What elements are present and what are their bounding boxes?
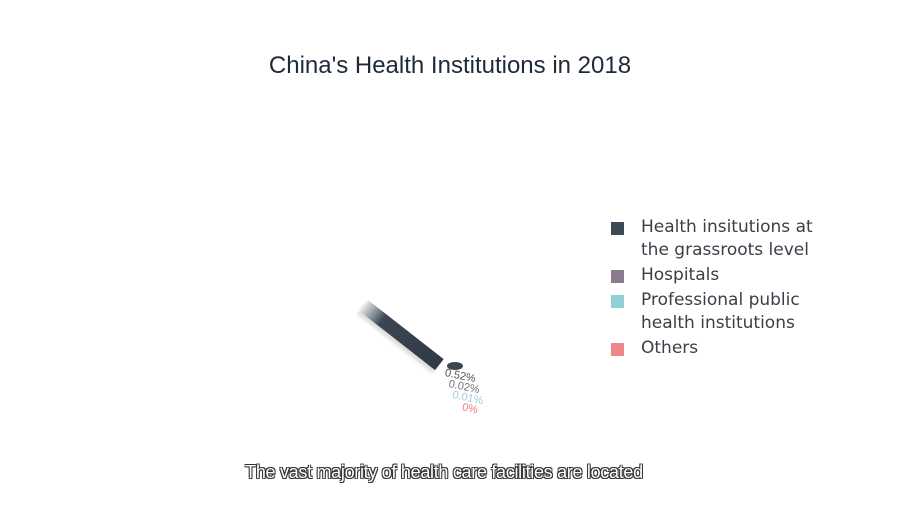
legend-item: Hospitals [611,264,831,287]
legend-swatch [611,343,624,356]
legend-item: Others [611,337,831,360]
legend-swatch [611,222,624,235]
data-labels: 0.52% 0.02% 0.01% 0% [438,367,489,416]
legend-item: Health insitutions at the grassroots lev… [611,216,831,262]
legend-swatch [611,295,624,308]
subtitle-caption: The vast majority of health care facilit… [245,462,643,482]
legend-item: Professional public health institutions [611,289,831,335]
pie-slice-hospitals [447,362,463,370]
legend-swatch [611,270,624,283]
pie-slice-grassroots [359,300,444,371]
chart-title: China's Health Institutions in 2018 [268,52,632,79]
legend: Health insitutions at the grassroots lev… [611,216,831,362]
